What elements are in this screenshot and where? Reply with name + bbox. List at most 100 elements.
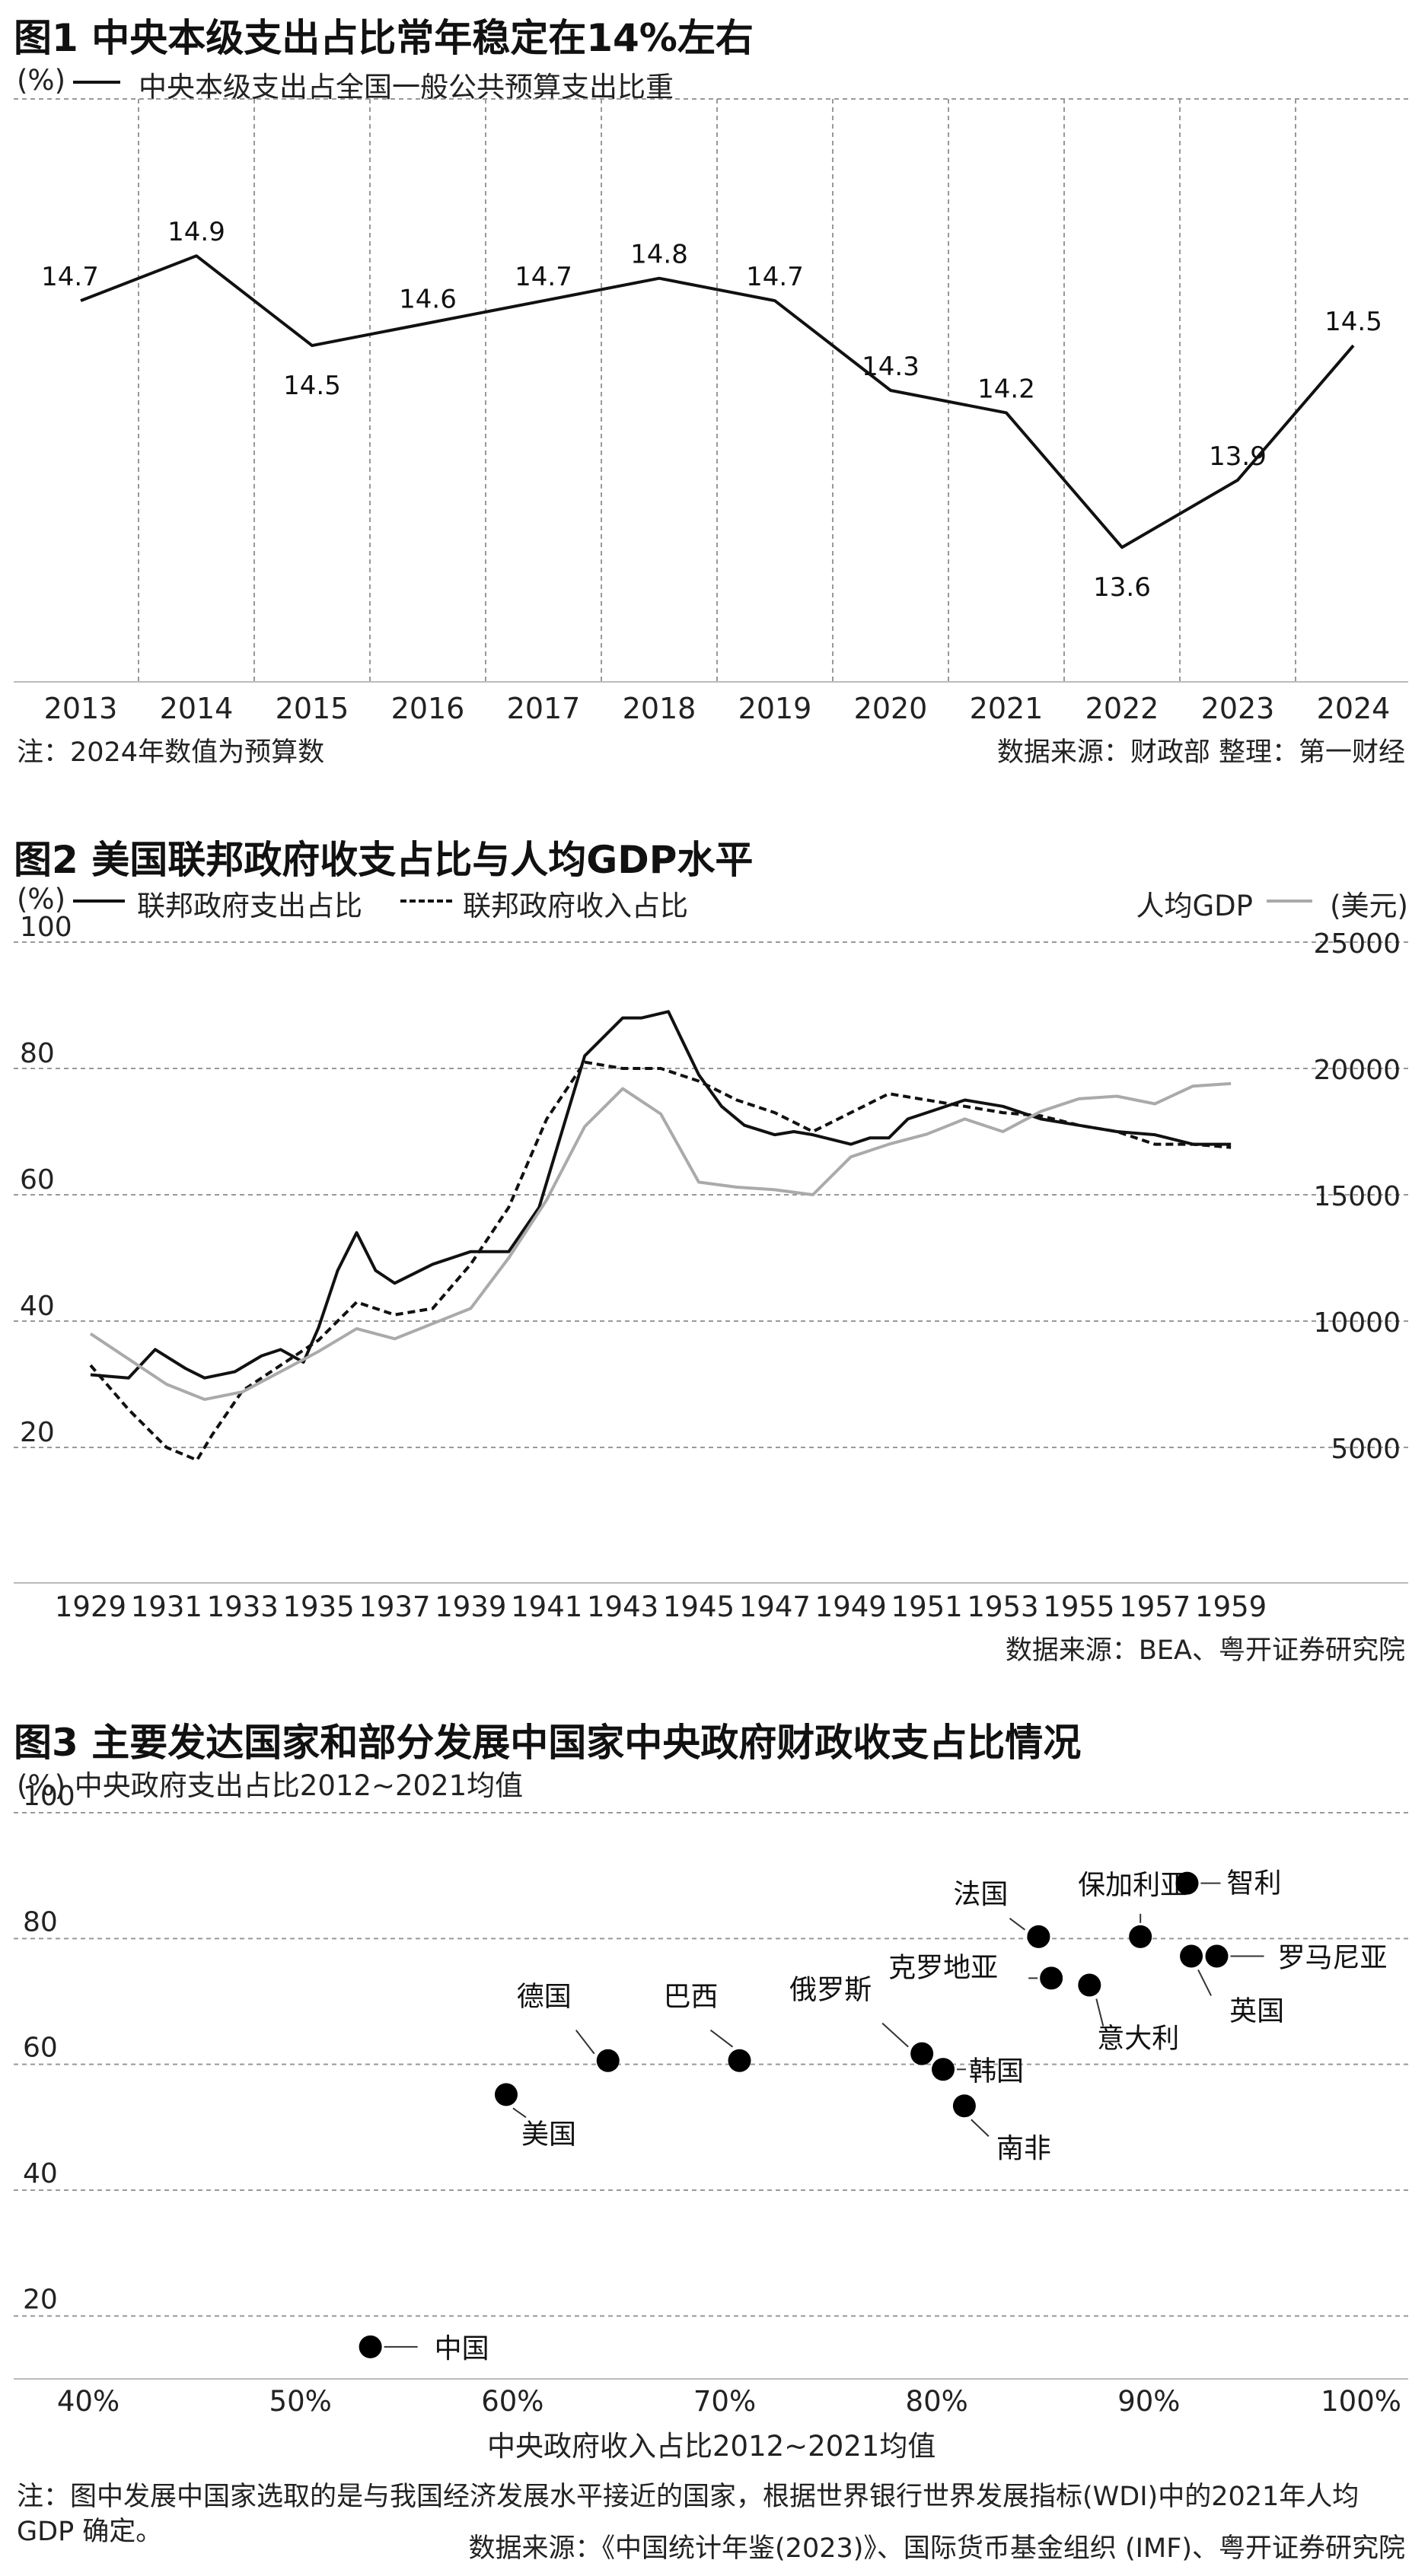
chart2-x-tick: 1939	[435, 1590, 506, 1623]
chart1-data-label: 14.3	[862, 352, 920, 382]
chart3-x-tick: 50%	[269, 2385, 332, 2418]
chart2-legend-gdp: 人均GDP	[1136, 890, 1253, 922]
chart3-point-label: 中国	[435, 2333, 489, 2364]
chart1-x-tick: 2021	[970, 692, 1044, 725]
chart3-leader-line	[575, 2030, 595, 2055]
chart3-point	[1129, 1925, 1152, 1948]
chart1-data-label: 13.6	[1093, 572, 1151, 603]
chart3-source: 数据来源：《中国统计年鉴(2023)》、国际货币基金组织 (IMF)、粤开证券研…	[468, 2533, 1405, 2564]
chart2-left-tick: 40	[20, 1291, 55, 1322]
chart2-legend-swatch-expenditure	[73, 900, 125, 903]
chart3-point-label: 法国	[953, 1879, 1008, 1910]
chart1-data-label: 14.5	[1324, 307, 1382, 337]
chart2-right-tick: 5000	[1331, 1434, 1401, 1465]
chart3-x-tick: 100%	[1321, 2385, 1401, 2418]
chart2-left-tick: 20	[20, 1417, 55, 1448]
chart2-left-tick: 80	[20, 1038, 55, 1069]
chart1-legend-swatch	[73, 81, 120, 84]
chart1-data-label: 14.7	[746, 262, 804, 292]
chart1-title: 图1 中央本级支出占比常年稳定在14%左右	[14, 16, 754, 60]
chart3-point-label: 英国	[1229, 1995, 1284, 2027]
chart1-data-label: 14.5	[283, 371, 341, 401]
chart2-x-tick: 1941	[511, 1590, 582, 1623]
chart3-point	[494, 2083, 518, 2106]
chart2-x-tick: 1957	[1119, 1590, 1191, 1623]
chart1-x-tick: 2019	[738, 692, 812, 725]
chart3-point-label: 克罗地亚	[888, 1952, 998, 1983]
chart3-x-tick: 90%	[1117, 2385, 1180, 2418]
chart2-x-tick: 1931	[131, 1590, 202, 1623]
chart3-point-label: 德国	[517, 1982, 572, 2013]
chart2-x-tick: 1955	[1043, 1590, 1114, 1623]
chart2-x-tick: 1949	[815, 1590, 887, 1623]
chart2-right-tick: 20000	[1313, 1055, 1401, 1086]
chart3-point	[728, 2049, 751, 2072]
chart3-point-label: 罗马尼亚	[1278, 1942, 1388, 1973]
chart1-source: 数据来源：财政部 整理：第一财经	[996, 737, 1405, 768]
chart1-unit: (%)	[17, 64, 66, 97]
chart2-x-tick: 1953	[967, 1590, 1038, 1623]
chart1-data-label: 14.9	[167, 217, 225, 247]
chart2-x-tick: 1933	[207, 1590, 279, 1623]
chart1-data-label: 13.9	[1209, 441, 1267, 472]
chart2-line-revenue	[89, 1060, 1232, 1462]
chart1-line	[80, 254, 1355, 549]
chart1-x-tick: 2022	[1085, 692, 1159, 725]
chart3-xlabel: 中央政府收入占比2012~2021均值	[487, 2430, 936, 2463]
chart2-right-tick: 25000	[1313, 928, 1401, 960]
chart1-data-label: 14.2	[977, 374, 1035, 404]
chart1-x-tick: 2014	[160, 692, 234, 725]
chart3-y-tick: 100	[23, 1781, 75, 1812]
chart3-y-tick: 60	[23, 2033, 58, 2064]
chart2-x-tick: 1937	[359, 1590, 430, 1623]
chart1-x-tick: 2013	[44, 692, 118, 725]
chart1-data-label: 14.7	[41, 262, 99, 292]
chart1-x-tick: 2016	[391, 692, 465, 725]
chart3-x-tick: 70%	[693, 2385, 756, 2418]
chart3-point	[1027, 1925, 1050, 1948]
chart2-left-tick: 100	[20, 912, 72, 943]
chart1-legend-label: 中央本级支出占全国一般公共预算支出比重	[139, 71, 674, 103]
chart3-point	[1175, 1871, 1199, 1895]
chart3-y-tick: 40	[23, 2158, 58, 2189]
chart3-leader-line	[1095, 1998, 1104, 2027]
chart1-plot: 2013 2014 2015 2016 2017 2018 2019 2020 2021 2022…	[14, 98, 1408, 725]
chart3-point-label: 意大利	[1097, 2024, 1179, 2055]
chart3-point	[359, 2335, 382, 2358]
chart2-x-tick: 1945	[663, 1590, 735, 1623]
chart2-x-tick: 1959	[1195, 1590, 1267, 1623]
chart3-point	[1205, 1944, 1229, 1968]
chart3-title: 图3 主要发达国家和部分发展中国家中央政府财政收支占比情况	[14, 1721, 1082, 1765]
chart1-note: 注：2024年数值为预算数	[17, 737, 325, 768]
chart2-line-gdp	[89, 1081, 1232, 1401]
chart2-x-tick: 1935	[283, 1590, 355, 1623]
chart2-legend-swatch-revenue	[400, 900, 452, 903]
chart2-legend-swatch-gdp	[1267, 900, 1312, 903]
chart3-leader-line	[881, 2022, 909, 2048]
chart3-point-label: 巴西	[663, 1982, 718, 2013]
chart1-x-tick: 2020	[854, 692, 928, 725]
chart3-x-tick: 80%	[906, 2385, 968, 2418]
chart2-x-tick: 1947	[739, 1590, 811, 1623]
chart3-x-tick: 60%	[481, 2385, 543, 2418]
chart3-point	[596, 2049, 620, 2072]
chart3-point-label: 南非	[996, 2133, 1051, 2164]
chart3-point-label: 俄罗斯	[789, 1975, 872, 2006]
chart3-leader-line	[709, 2029, 734, 2048]
chart3-point	[1040, 1966, 1063, 1990]
chart2-left-tick: 60	[20, 1164, 55, 1196]
chart2-x-tick: 1951	[891, 1590, 963, 1623]
chart2-right-tick: 15000	[1313, 1181, 1401, 1212]
chart1-data-label: 14.6	[399, 285, 457, 315]
chart3-point-label: 韩国	[969, 2055, 1024, 2087]
chart2-right-unit: (美元)	[1330, 890, 1408, 922]
chart2-legend-expenditure: 联邦政府支出占比	[137, 890, 362, 922]
chart1-x-tick: 2024	[1317, 692, 1391, 725]
chart3-leader-line	[512, 2107, 527, 2119]
chart3-point	[910, 2042, 934, 2065]
chart2-x-tick: 1943	[587, 1590, 658, 1623]
chart3-y-tick: 80	[23, 1906, 58, 1938]
chart2-legend-revenue: 联邦政府收入占比	[463, 890, 688, 922]
chart1-x-tick: 2023	[1201, 692, 1275, 725]
